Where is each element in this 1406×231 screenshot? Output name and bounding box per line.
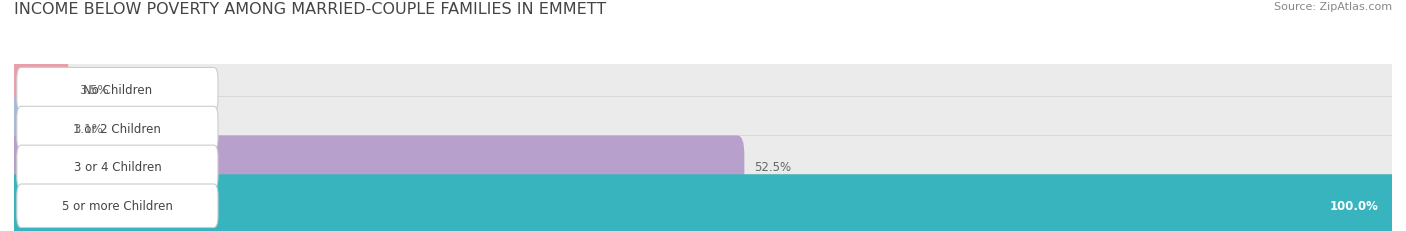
Text: 3.5%: 3.5% — [79, 83, 108, 96]
FancyBboxPatch shape — [7, 136, 1399, 198]
Text: 3 or 4 Children: 3 or 4 Children — [73, 161, 162, 174]
FancyBboxPatch shape — [7, 175, 1399, 231]
FancyBboxPatch shape — [17, 68, 218, 112]
Text: 1 or 2 Children: 1 or 2 Children — [73, 122, 162, 135]
FancyBboxPatch shape — [17, 107, 218, 150]
Text: 5 or more Children: 5 or more Children — [62, 199, 173, 212]
FancyBboxPatch shape — [17, 184, 218, 228]
FancyBboxPatch shape — [17, 146, 218, 189]
FancyBboxPatch shape — [7, 175, 1399, 231]
Text: INCOME BELOW POVERTY AMONG MARRIED-COUPLE FAMILIES IN EMMETT: INCOME BELOW POVERTY AMONG MARRIED-COUPL… — [14, 2, 606, 17]
FancyBboxPatch shape — [7, 58, 69, 121]
Text: 3.1%: 3.1% — [73, 122, 103, 135]
Text: No Children: No Children — [83, 83, 152, 96]
FancyBboxPatch shape — [7, 136, 744, 198]
Text: 52.5%: 52.5% — [754, 161, 792, 174]
FancyBboxPatch shape — [7, 58, 1399, 121]
FancyBboxPatch shape — [7, 97, 63, 160]
Text: 100.0%: 100.0% — [1329, 199, 1378, 212]
FancyBboxPatch shape — [7, 97, 1399, 160]
Text: Source: ZipAtlas.com: Source: ZipAtlas.com — [1274, 2, 1392, 12]
